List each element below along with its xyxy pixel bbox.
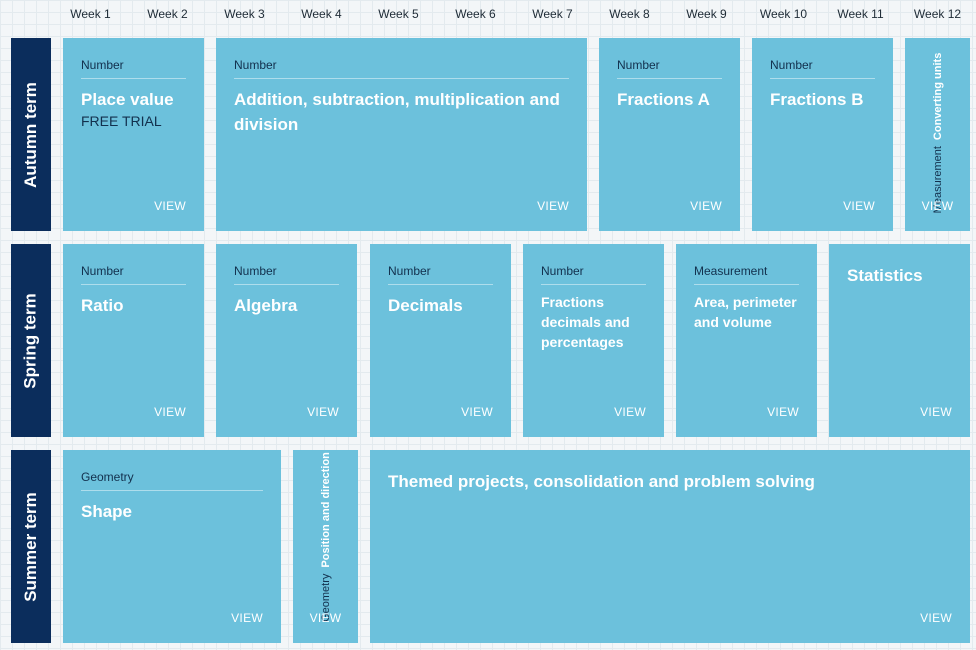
unit-title: Place value — [81, 90, 174, 109]
unit-category: Measurement — [694, 264, 799, 285]
view-button[interactable]: VIEW — [307, 405, 339, 419]
unit-card-ratio[interactable]: Number Ratio VIEW — [63, 244, 204, 437]
view-button[interactable]: VIEW — [843, 199, 875, 213]
unit-title: Area, perimeter and volume — [694, 294, 797, 330]
unit-category: Number — [234, 58, 569, 79]
view-button[interactable]: VIEW — [154, 199, 186, 213]
free-trial-label: FREE TRIAL — [81, 113, 162, 129]
week-header-12: Week 12 — [913, 7, 962, 21]
unit-title: Algebra — [234, 296, 298, 315]
week-header-4: Week 4 — [301, 7, 342, 21]
term-label-spring-text: Spring term — [21, 292, 40, 389]
unit-title: Addition, subtraction, multiplication an… — [234, 90, 560, 134]
week-header-10: Week 10 — [759, 7, 808, 21]
unit-category: Number — [81, 58, 186, 79]
unit-card-statistics[interactable]: Statistics VIEW — [829, 244, 970, 437]
unit-card-themed-projects[interactable]: Themed projects, consolidation and probl… — [370, 450, 970, 643]
unit-card-fractions-a[interactable]: Number Fractions A VIEW — [599, 38, 740, 231]
unit-category: Geometry — [81, 470, 263, 491]
term-label-autumn-text: Autumn term — [21, 81, 40, 188]
view-button[interactable]: VIEW — [309, 611, 342, 625]
unit-card-place-value[interactable]: Number Place value FREE TRIAL VIEW — [63, 38, 204, 231]
unit-title: Fractions A — [617, 90, 710, 109]
unit-card-position-direction[interactable]: Geometry Position and direction VIEW — [293, 450, 358, 643]
week-header-6: Week 6 — [455, 7, 496, 21]
unit-category: Number — [234, 264, 339, 285]
unit-category: Number — [770, 58, 875, 79]
unit-title: Ratio — [81, 296, 124, 315]
unit-category: Number — [388, 264, 493, 285]
view-button[interactable]: VIEW — [614, 405, 646, 419]
week-header-2: Week 2 — [147, 7, 188, 21]
unit-title: Fractions B — [770, 90, 864, 109]
unit-category: Number — [617, 58, 722, 79]
view-button[interactable]: VIEW — [154, 405, 186, 419]
week-header-5: Week 5 — [378, 7, 419, 21]
view-button[interactable]: VIEW — [537, 199, 569, 213]
week-header-3: Week 3 — [224, 7, 265, 21]
unit-title: Statistics — [847, 266, 923, 285]
unit-card-fractions-b[interactable]: Number Fractions B VIEW — [752, 38, 893, 231]
term-label-autumn: Autumn term — [11, 38, 51, 231]
unit-title: Shape — [81, 502, 133, 521]
week-header-9: Week 9 — [686, 7, 727, 21]
unit-title: Position and direction — [319, 452, 332, 568]
unit-title: Converting units — [931, 52, 944, 141]
unit-card-fractions-decimals-percentages[interactable]: Number Fractions decimals and percentage… — [523, 244, 664, 437]
week-header-11: Week 11 — [837, 7, 884, 21]
unit-card-shape[interactable]: Geometry Shape VIEW — [63, 450, 281, 643]
week-header-1: Week 1 — [70, 7, 111, 21]
unit-category: Number — [541, 264, 646, 285]
view-button[interactable]: VIEW — [461, 405, 493, 419]
unit-card-area-perimeter-volume[interactable]: Measurement Area, perimeter and volume V… — [676, 244, 817, 437]
unit-title: Themed projects, consolidation and probl… — [388, 472, 815, 491]
view-button[interactable]: VIEW — [921, 199, 954, 213]
view-button[interactable]: VIEW — [920, 405, 952, 419]
unit-vertical-label: Measurement Converting units — [932, 53, 944, 214]
unit-vertical-label: Geometry Position and direction — [320, 452, 332, 622]
view-button[interactable]: VIEW — [767, 405, 799, 419]
week-header-8: Week 8 — [609, 7, 650, 21]
week-header-7: Week 7 — [532, 7, 573, 21]
unit-category: Number — [81, 264, 186, 285]
term-label-summer-text: Summer term — [21, 491, 41, 602]
view-button[interactable]: VIEW — [920, 611, 952, 625]
unit-title: Decimals — [388, 296, 463, 315]
term-label-summer: Summer term — [11, 450, 51, 643]
term-label-spring: Spring term — [11, 244, 51, 437]
unit-card-converting-units[interactable]: Measurement Converting units VIEW — [905, 38, 970, 231]
unit-title: Fractions decimals and percentages — [541, 294, 630, 350]
unit-card-four-operations[interactable]: Number Addition, subtraction, multiplica… — [216, 38, 587, 231]
unit-card-decimals[interactable]: Number Decimals VIEW — [370, 244, 511, 437]
view-button[interactable]: VIEW — [690, 199, 722, 213]
unit-card-algebra[interactable]: Number Algebra VIEW — [216, 244, 357, 437]
view-button[interactable]: VIEW — [231, 611, 263, 625]
